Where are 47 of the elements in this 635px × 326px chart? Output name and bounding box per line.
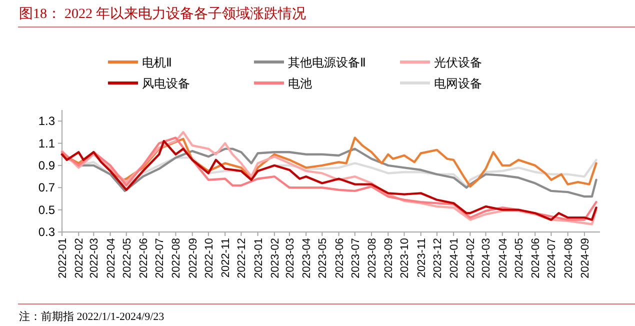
x-tick-label: 2022-11	[220, 238, 232, 278]
x-tick-label: 2022-12	[236, 238, 248, 278]
x-tick-label: 2022-10	[203, 238, 216, 278]
legend-label: 电池	[288, 76, 312, 90]
chart-title: 图18： 2022 年以来电力设备各子领域涨跌情况	[19, 6, 306, 22]
x-tick-label: 2023-02	[269, 238, 282, 278]
x-tick-label: 2022-08	[170, 238, 183, 278]
x-tick-label: 2024-03	[480, 238, 493, 278]
legend-label: 电机Ⅱ	[142, 56, 172, 70]
x-tick-label: 2023-01	[252, 238, 265, 278]
y-tick-label: 0.7	[38, 180, 56, 195]
y-tick-label: 0.9	[38, 158, 56, 172]
x-tick-label: 2022-09	[187, 238, 200, 278]
x-tick-label: 2024-04	[497, 238, 510, 278]
legend-label: 光伏设备	[434, 56, 482, 70]
x-tick-label: 2022-04	[105, 238, 118, 278]
legend-label: 其他电源设备Ⅱ	[288, 56, 366, 70]
y-tick-label: 1.1	[38, 136, 56, 150]
x-tick-label: 2022-07	[154, 238, 166, 278]
x-tick-label: 2023-11	[416, 238, 428, 278]
x-tick-label: 2024-08	[562, 238, 575, 278]
x-tick-label: 2022-05	[121, 238, 134, 278]
x-tick-label: 2024-06	[530, 238, 542, 278]
y-tick-label: 0.5	[38, 202, 56, 217]
x-tick-label: 2023-08	[366, 238, 378, 278]
x-tick-label: 2023-06	[334, 238, 346, 278]
x-tick-label: 2023-03	[284, 238, 296, 278]
x-tick-label: 2024-09	[579, 238, 592, 278]
x-tick-label: 2024-05	[513, 238, 526, 278]
x-tick-label: 2022-03	[88, 238, 101, 278]
x-tick-label: 2023-12	[432, 238, 444, 278]
x-tick-label: 2023-10	[399, 238, 412, 278]
x-tick-label: 2023-07	[350, 238, 362, 278]
legend-label: 风电设备	[142, 76, 190, 90]
legend-label: 电网设备	[434, 76, 482, 90]
x-tick-label: 2022-01	[57, 238, 69, 278]
x-tick-label: 2024-01	[448, 238, 461, 278]
y-tick-label: 0.3	[38, 225, 56, 239]
x-tick-label: 2022-02	[74, 238, 86, 278]
y-tick-label: 1.3	[38, 114, 56, 128]
x-tick-label: 2022-06	[138, 238, 150, 278]
x-tick-label: 2023-04	[301, 238, 314, 278]
x-tick-label: 2023-05	[317, 238, 330, 278]
x-tick-label: 2024-07	[546, 238, 558, 278]
x-tick-label: 2024-02	[465, 238, 478, 278]
x-tick-label: 2023-09	[383, 238, 396, 278]
text: 注：前期指 2022/1/1-2024/9/23	[19, 310, 165, 323]
